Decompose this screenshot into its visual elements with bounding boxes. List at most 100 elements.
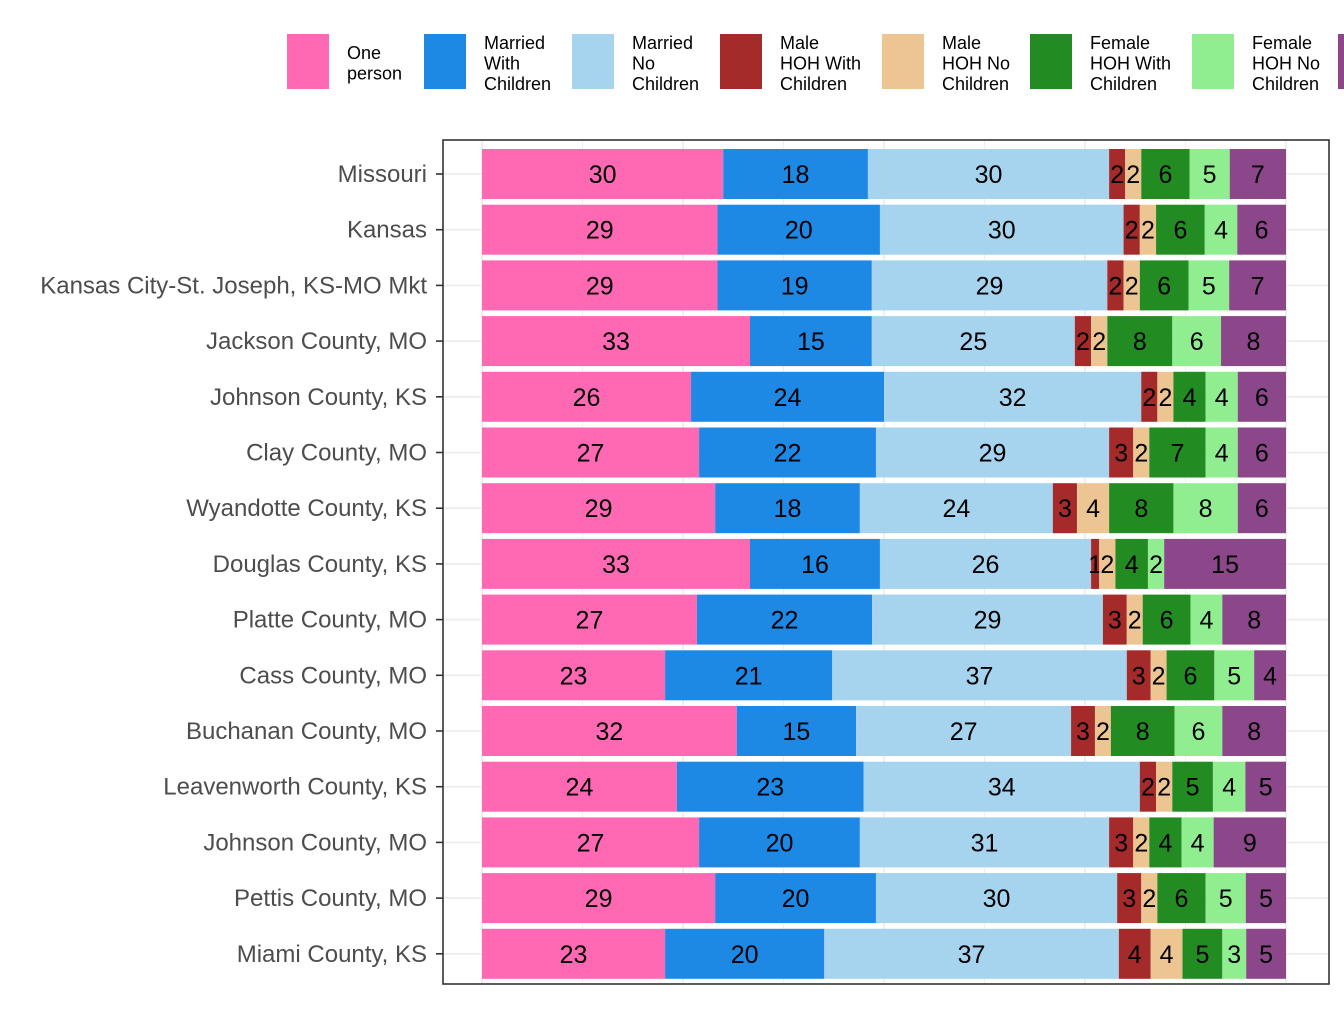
bar-segment — [1156, 204, 1205, 255]
legend-label: HOH No — [942, 54, 1010, 74]
legend-key — [1192, 34, 1234, 89]
y-tick-label: Miami County, KS — [237, 941, 427, 968]
bar-row: 32 15 27 3 2 8 6 8 — [482, 706, 1286, 756]
y-tick-label: Clay County, MO — [246, 440, 427, 467]
legend-label: Children — [1090, 74, 1157, 94]
bar-value-label: 4 — [1183, 384, 1197, 412]
bar-row: 29 20 30 2 2 6 4 6 — [482, 204, 1286, 255]
bar-row: 23 20 37 4 4 5 3 5 — [482, 928, 1286, 979]
bar-segment — [1221, 316, 1286, 367]
legend-label: Male — [942, 33, 981, 53]
bar-value-label: 2 — [1142, 384, 1156, 412]
bar-segment — [736, 706, 857, 756]
bar-value-label: 34 — [988, 774, 1016, 802]
bar-segment — [1157, 371, 1174, 422]
bar-value-label: 25 — [959, 328, 987, 356]
bar-value-label: 8 — [1133, 328, 1147, 356]
bar-segment — [1150, 650, 1167, 701]
y-tick-label: Pettis County, MO — [234, 885, 427, 912]
bar-segment — [1245, 873, 1286, 924]
bar-row: 26 24 32 2 2 4 4 6 — [482, 371, 1286, 422]
bar-value-label: 29 — [974, 607, 1002, 635]
bar-segment — [715, 483, 860, 534]
bar-segment — [1222, 706, 1286, 756]
bar-segment — [1094, 706, 1111, 756]
bar-value-label: 19 — [781, 272, 809, 300]
bar-segment — [482, 483, 716, 534]
bar-value-label: 6 — [1190, 328, 1204, 356]
bar-segment — [856, 706, 1072, 756]
bar-value-label: 4 — [1160, 941, 1174, 969]
bar-value-label: 23 — [756, 774, 784, 802]
bar-segment — [1139, 761, 1157, 812]
bar-segment — [715, 873, 876, 924]
bar-value-label: 8 — [1136, 718, 1150, 746]
y-tick-label: Johnson County, KS — [210, 384, 427, 411]
legend-label: HOH With — [780, 54, 861, 74]
bar-row: 33 16 26 12 4 2 15 — [482, 538, 1286, 589]
bar-value-label: 6 — [1173, 217, 1187, 245]
bar-segment — [482, 594, 697, 645]
bar-segment — [1147, 538, 1165, 589]
bar-value-label: 3 — [1058, 495, 1072, 523]
bar-segment — [1213, 817, 1286, 868]
bar-value-label: 27 — [950, 718, 978, 746]
bar-segment — [1237, 204, 1286, 255]
bar-value-label: 24 — [774, 384, 802, 412]
bar-value-label: 9 — [1243, 829, 1257, 857]
bar-value-label: 5 — [1259, 885, 1273, 913]
y-tick-label: Missouri — [338, 161, 427, 188]
bar-segment — [1126, 650, 1151, 701]
bar-segment — [1141, 371, 1158, 422]
bar-value-label: 16 — [801, 551, 829, 579]
bar-value-label: 30 — [983, 885, 1011, 913]
bar-segment — [1149, 817, 1182, 868]
bar-segment — [1133, 817, 1150, 868]
bar-row: 23 21 37 3 2 6 5 4 — [482, 650, 1286, 701]
bar-value-label: 2 — [1126, 161, 1140, 189]
bar-value-label: 27 — [577, 829, 605, 857]
bar-value-label: 4 — [1086, 495, 1100, 523]
bar-value-label: 3 — [1114, 829, 1128, 857]
legend-label: Married — [632, 33, 693, 53]
legend-label: Children — [632, 74, 699, 94]
bar-value-label: 29 — [585, 495, 613, 523]
bar-value-label: 4 — [1128, 941, 1142, 969]
bar-value-label: 2 — [1141, 774, 1155, 802]
bar-value-label: 24 — [566, 774, 594, 802]
bar-segment — [1237, 483, 1286, 534]
bar-value-label: 7 — [1171, 440, 1185, 468]
bar-value-label: 4 — [1214, 217, 1228, 245]
bar-segment — [1212, 761, 1246, 812]
bar-segment — [863, 761, 1140, 812]
bar-segment — [1204, 204, 1238, 255]
bar-value-label: 2 — [1158, 384, 1172, 412]
legend-key — [287, 34, 329, 89]
y-tick-label: Cass County, MO — [239, 662, 427, 689]
y-tick-label: Wyandotte County, KS — [186, 495, 427, 522]
bar-segment — [1074, 316, 1092, 367]
bar-value-label: 6 — [1184, 662, 1198, 690]
bar-value-label: 1 — [1088, 551, 1102, 579]
bar-value-label: 2 — [1076, 328, 1090, 356]
bar-segment — [1164, 538, 1286, 589]
bar-value-label: 15 — [797, 328, 825, 356]
bar-value-label: 32 — [999, 384, 1027, 412]
bar-segment — [1139, 204, 1157, 255]
bar-segment — [1156, 761, 1173, 812]
bar-segment — [1071, 706, 1095, 756]
legend-key — [720, 34, 762, 89]
bar-value-label: 24 — [942, 495, 970, 523]
bar-value-label: 20 — [731, 941, 759, 969]
bar-value-label: 18 — [774, 495, 802, 523]
legend-key — [572, 34, 614, 89]
bar-value-label: 6 — [1255, 440, 1269, 468]
bar-value-label: 23 — [560, 941, 588, 969]
bar-value-label: 29 — [976, 272, 1004, 300]
bar-value-label: 20 — [785, 217, 813, 245]
bar-value-label: 23 — [560, 662, 588, 690]
y-tick-label: Platte County, MO — [233, 607, 427, 634]
